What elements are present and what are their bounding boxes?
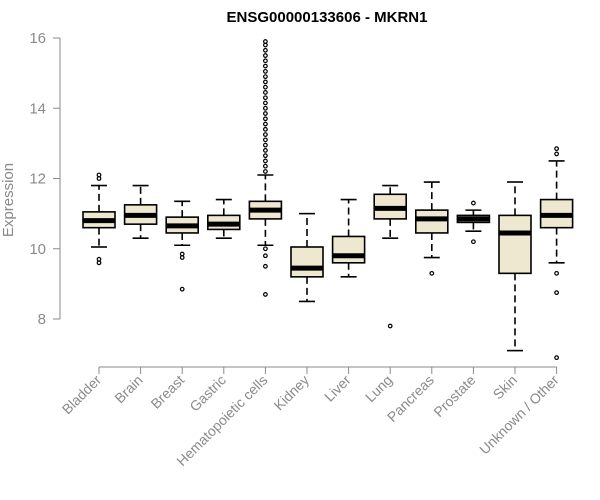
x-tick-label: Brain [111,372,145,406]
y-tick-label: 14 [29,100,46,117]
outlier-point [263,121,268,127]
y-tick-label: 16 [29,30,46,47]
outlier-point [263,246,268,252]
y-tick-label: 12 [29,171,46,188]
outlier-point [179,255,185,260]
plot-area [82,39,574,361]
outlier-point [263,100,268,106]
outlier-point [263,63,268,69]
outlier-point [263,253,268,259]
box-liver [331,198,366,278]
outlier-point [263,90,268,95]
outlier-point [263,105,268,111]
y-tick-label: 8 [38,311,46,328]
outlier-point [263,53,268,58]
x-tick-label: Skin [490,372,521,403]
outlier-point [96,260,102,266]
outlier-point [263,58,268,64]
y-axis: 8 10 12 14 16 [29,30,61,328]
outlier-point [554,290,559,296]
box-pancreas [414,181,449,276]
box-lung [373,184,408,329]
iqr-box [498,214,532,275]
box-prostate [456,200,491,245]
y-axis-label: Expression [0,163,17,237]
outlier-point [179,286,185,292]
outlier-point [263,147,268,153]
outlier-point [96,172,102,178]
outlier-point [554,146,559,152]
outlier-point [471,200,476,206]
outlier-point [263,95,268,101]
box-unknown-other [539,146,574,361]
outlier-point [263,153,268,159]
outlier-point [263,126,268,132]
x-tick-label: Unknown / Other [476,372,562,458]
outlier-point [263,169,268,174]
iqr-box [414,209,449,234]
outlier-point [471,239,476,245]
outlier-point [263,142,268,148]
box-breast [165,200,199,292]
outlier-point [263,158,268,164]
outlier-point [263,116,268,122]
box-hematopoietic-cells [248,39,283,297]
x-tick-label: Breast [147,372,187,412]
outlier-point [429,270,435,276]
outlier-point [263,137,268,143]
outlier-point [263,68,268,74]
box-skin [498,181,532,352]
chart-title: ENSG00000133606 - MKRN1 [227,9,428,26]
iqr-box [331,235,366,264]
box-brain [123,184,158,240]
x-tick-label: Bladder [59,372,105,418]
box-gastric [207,198,241,240]
outlier-point [554,151,559,157]
outlier-point [263,39,268,44]
outlier-point [263,74,268,80]
outlier-point [554,355,559,361]
outlier-point [263,111,268,116]
outlier-point [554,270,559,276]
x-tick-label: Lung [362,372,395,405]
box-bladder [82,172,116,266]
y-tick-label: 10 [29,241,46,258]
outlier-point [263,84,268,90]
x-tick-label: Prostate [430,372,478,420]
outlier-point [263,47,268,53]
x-tick-label: Liver [321,372,354,405]
x-tick-label: Kidney [271,372,313,414]
outlier-point [263,263,268,269]
outlier-point [263,292,268,297]
box-kidney [290,212,324,303]
outlier-point [387,323,393,329]
outlier-point [263,163,268,169]
outlier-point [263,132,268,137]
outlier-point [263,79,268,85]
iqr-box [290,246,324,278]
